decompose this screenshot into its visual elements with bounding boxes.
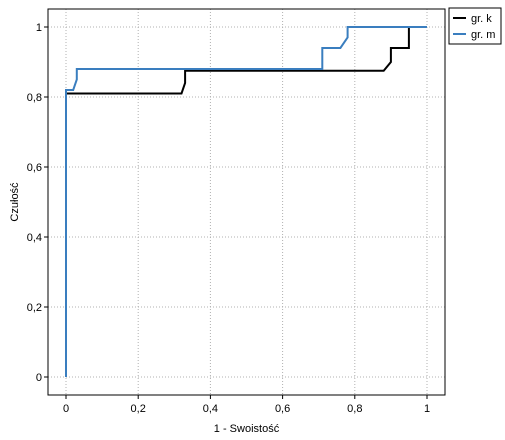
y-tick-label: 0,6: [27, 162, 42, 174]
x-tick-label: 0,4: [203, 403, 218, 415]
legend: gr. k gr. m: [448, 7, 502, 45]
x-axis-label: 1 - Swoistość: [214, 423, 280, 435]
x-axis: 0 0,2 0,4 0,6 0,8 1: [63, 395, 430, 415]
grid-lines: [48, 9, 445, 395]
y-tick-label: 0,8: [27, 92, 42, 104]
y-tick-label: 0: [36, 372, 42, 384]
x-tick-label: 0,8: [347, 403, 362, 415]
legend-box: [448, 7, 502, 45]
legend-item-label: gr. k: [471, 13, 492, 25]
y-tick-label: 1: [36, 22, 42, 34]
legend-item-label: gr. m: [471, 29, 495, 41]
y-axis-label: Czułość: [9, 182, 21, 222]
y-tick-label: 0,2: [27, 302, 42, 314]
plot-area: [47, 8, 446, 396]
x-tick-label: 0,2: [131, 403, 146, 415]
x-tick-label: 1: [424, 403, 430, 415]
series-line-2: [65, 26, 427, 377]
series-line-1: [65, 26, 427, 377]
x-tick-label: 0: [63, 403, 69, 415]
y-axis: 0 0,2 0,4 0,6 0,8 1: [27, 22, 48, 384]
y-tick-label: 0,4: [27, 232, 42, 244]
x-tick-label: 0,6: [275, 403, 290, 415]
series-layer: [65, 26, 427, 377]
